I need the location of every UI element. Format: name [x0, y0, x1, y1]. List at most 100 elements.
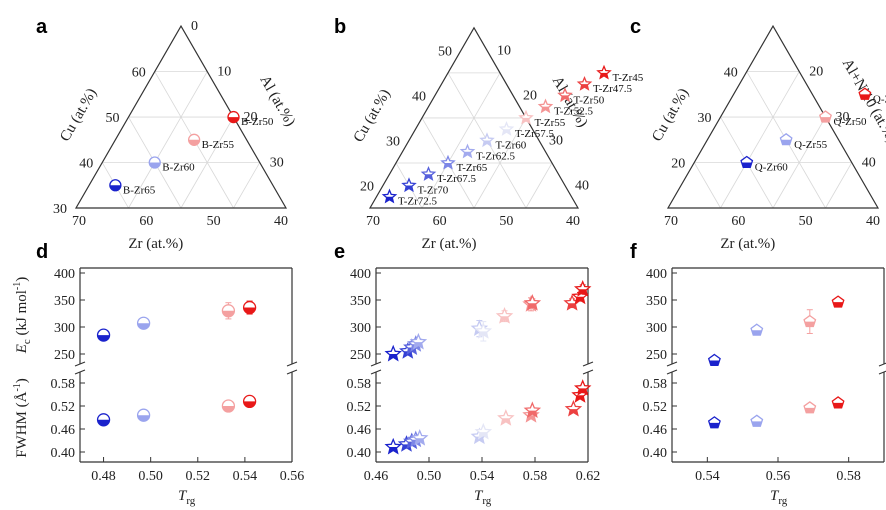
- y-tick-label-lower: 0.52: [51, 400, 76, 415]
- data-point: [479, 132, 495, 148]
- data-point: [242, 300, 257, 315]
- panel-label-c: c: [630, 16, 641, 38]
- point-label: T-Zr70: [418, 184, 449, 196]
- x-tick-label: 0.50: [138, 469, 163, 484]
- y-tick-label-upper: 250: [646, 348, 667, 363]
- point-label: Q-Zr55: [794, 139, 827, 151]
- tick-label-right: 20: [523, 88, 537, 103]
- data-point: [420, 166, 437, 181]
- scatter-plot-e: 0.46 0.50 0.54 0.58 0.62 250 300 350 400 0.40 0.46…: [347, 267, 601, 507]
- data-point: [474, 322, 493, 339]
- data-point: [571, 386, 589, 403]
- x-tick-label: 0.48: [91, 469, 116, 484]
- axis-break-mark: [666, 361, 678, 367]
- point-label: T-Zr57.5: [515, 128, 555, 140]
- data-point: [187, 133, 201, 146]
- tick-label-left: 20: [360, 179, 374, 194]
- data-point: [564, 399, 583, 417]
- tick-label-right: 30: [836, 110, 850, 125]
- data-point: [136, 316, 151, 330]
- data-point: [109, 179, 122, 192]
- data-point: [381, 188, 398, 204]
- x-tick-label: 0.54: [695, 469, 720, 484]
- data-point: [596, 64, 612, 80]
- y-tick-label-lower: 0.40: [347, 446, 372, 461]
- x-tick-label: 0.56: [280, 469, 305, 484]
- scatter-plot-d: 0.48 0.50 0.52 0.54 0.56 250 300 350 400 0.40 0.46…: [12, 267, 304, 507]
- data-point: [148, 156, 161, 169]
- tick-label-bottom: 40: [866, 214, 880, 229]
- tick-label-bottom: 40: [566, 214, 580, 229]
- tick-label-bottom: 60: [731, 214, 745, 229]
- x-tick-label: 0.54: [233, 469, 258, 484]
- data-point: [227, 111, 240, 124]
- point-label: T-Zr47.5: [593, 83, 633, 95]
- y-axis-label-lower: FWHM (Å-1): [12, 378, 30, 458]
- data-point: [858, 87, 872, 100]
- tick-label-left: 40: [724, 66, 738, 81]
- tick-label-bottom: 60: [433, 214, 447, 229]
- tick-label-bottom: 50: [207, 214, 221, 229]
- x-tick-label: 0.58: [836, 469, 861, 484]
- tick-label-left: 30: [53, 202, 67, 217]
- data-point: [497, 409, 515, 426]
- tick-label-left: 60: [132, 66, 146, 81]
- axis-break-mark: [370, 361, 382, 367]
- axis-label-bottom: Zr (at.%): [422, 236, 477, 252]
- axis-label-left: Cu (at.%): [649, 86, 692, 145]
- data-point: [803, 401, 817, 414]
- x-tick-label: 0.52: [186, 469, 211, 484]
- point-label: B-Zr55: [202, 139, 235, 151]
- tick-label-left: 30: [386, 134, 400, 149]
- axis-label-bottom: Zr (at.%): [128, 236, 183, 252]
- y-tick-label-upper: 350: [54, 294, 75, 309]
- panel-label-d: d: [36, 241, 48, 263]
- x-tick-label: 0.50: [417, 469, 442, 484]
- y-tick-label-upper: 400: [350, 267, 371, 282]
- data-point: [440, 154, 456, 170]
- data-point: [573, 379, 592, 396]
- point-label: T-Zr55: [535, 117, 566, 129]
- y-tick-label-lower: 0.40: [51, 446, 76, 461]
- point-label: T-Zr60: [496, 139, 527, 151]
- tick-label-right: 30: [270, 156, 284, 171]
- axis-break-mark: [582, 361, 594, 367]
- tick-label-right: 30: [549, 133, 563, 148]
- y-tick-label-upper: 250: [54, 348, 75, 363]
- y-tick-label-upper: 350: [350, 294, 371, 309]
- data-point: [96, 328, 111, 342]
- data-point: [557, 87, 573, 103]
- y-tick-label-upper: 300: [646, 321, 667, 336]
- y-tick-label-upper: 300: [350, 321, 371, 336]
- y-tick-label-lower: 0.40: [643, 446, 668, 461]
- y-tick-label-upper: 350: [646, 294, 667, 309]
- axis-label-bottom: Zr (at.%): [720, 236, 775, 252]
- point-label: Q-Zr60: [755, 162, 788, 174]
- point-label: T-Zr52.5: [554, 106, 594, 118]
- data-point: [523, 294, 542, 311]
- y-tick-label-lower: 0.46: [51, 423, 76, 438]
- tick-label-bottom: 70: [366, 214, 380, 229]
- point-label: T-Zr62.5: [476, 151, 516, 163]
- tick-label-left: 30: [698, 111, 712, 126]
- axis-break-mark: [878, 362, 886, 367]
- y-tick-label-upper: 400: [646, 267, 667, 282]
- data-point: [707, 353, 721, 366]
- data-point: [136, 408, 151, 422]
- axis-break-mark: [286, 361, 298, 367]
- data-point: [779, 132, 793, 146]
- panel-label-e: e: [334, 241, 345, 263]
- data-point: [401, 177, 417, 193]
- tick-label-bottom: 60: [139, 214, 153, 229]
- data-point: [750, 414, 764, 427]
- tick-label-bottom: 50: [799, 214, 813, 229]
- data-point: [242, 394, 257, 409]
- tick-label-left: 40: [412, 89, 426, 104]
- data-point: [474, 422, 493, 440]
- y-tick-label-lower: 0.52: [347, 400, 372, 415]
- tick-label-left: 50: [438, 44, 452, 59]
- tick-label-bottom: 70: [72, 214, 86, 229]
- axis-break-mark: [74, 361, 86, 367]
- tick-label-right: 20: [809, 65, 823, 80]
